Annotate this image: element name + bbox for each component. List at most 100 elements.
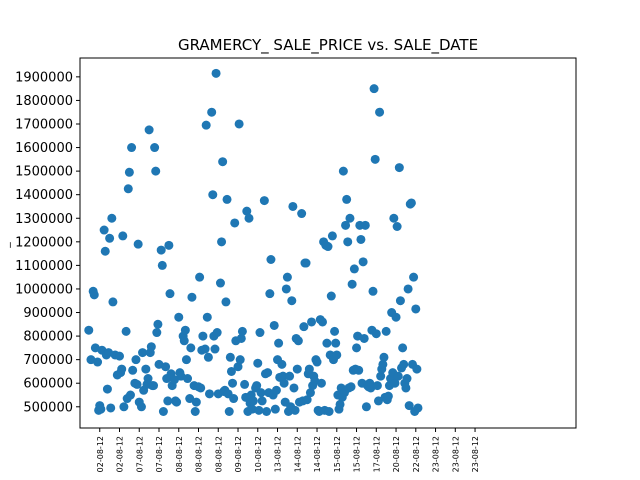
- y-axis-label: _: [0, 242, 11, 249]
- data-point: [195, 272, 205, 282]
- data-point: [302, 395, 312, 405]
- data-point: [349, 264, 359, 274]
- data-point: [187, 292, 197, 302]
- x-tick-label: 07-08-12: [135, 436, 144, 472]
- data-point: [402, 374, 412, 384]
- data-point: [404, 401, 414, 411]
- y-tick-label: 500000: [23, 400, 73, 415]
- x-tick-label: 15-08-12: [333, 436, 342, 472]
- data-point: [218, 157, 228, 167]
- data-point: [254, 405, 264, 415]
- data-point: [373, 396, 383, 406]
- data-point: [265, 289, 275, 299]
- data-point: [347, 279, 357, 289]
- data-point: [157, 260, 167, 270]
- data-point: [105, 233, 115, 243]
- data-point: [409, 272, 419, 282]
- data-point: [191, 397, 201, 407]
- y-tick-label: 1900000: [15, 70, 73, 85]
- data-point: [307, 317, 317, 327]
- data-point: [158, 407, 168, 416]
- x-tick-label: 15-08-12: [353, 436, 362, 472]
- data-point: [108, 297, 118, 307]
- data-point: [338, 166, 348, 176]
- x-tick-label: 13-08-12: [274, 436, 283, 472]
- data-point: [282, 272, 292, 282]
- data-point: [144, 125, 154, 135]
- y-tick-label: 1200000: [15, 235, 73, 250]
- data-point: [211, 68, 221, 78]
- data-point: [263, 368, 273, 378]
- data-point: [335, 399, 345, 409]
- data-point: [233, 362, 243, 372]
- data-point: [262, 407, 272, 416]
- data-point: [256, 388, 266, 398]
- data-point: [327, 231, 337, 241]
- data-point: [403, 284, 413, 294]
- data-point: [235, 355, 245, 365]
- data-point: [228, 378, 238, 388]
- data-point: [287, 296, 297, 306]
- data-point: [312, 357, 322, 367]
- data-point: [132, 379, 142, 389]
- data-point: [322, 338, 332, 348]
- data-point: [204, 389, 214, 399]
- data-point: [201, 120, 211, 130]
- data-point: [323, 242, 333, 252]
- data-point: [156, 245, 166, 255]
- data-point: [379, 352, 389, 362]
- x-tick-label: 02-08-12: [96, 436, 105, 472]
- y-tick-label: 1300000: [15, 212, 73, 227]
- data-point: [330, 326, 340, 336]
- data-point: [225, 352, 235, 362]
- data-point: [125, 390, 135, 400]
- data-point: [278, 371, 288, 381]
- data-point: [196, 383, 206, 393]
- x-tick-label: 09-08-12: [234, 436, 243, 472]
- x-tick-label: 23-08-12: [432, 436, 441, 472]
- data-point: [117, 364, 127, 374]
- data-point: [297, 209, 307, 219]
- data-point: [118, 231, 128, 241]
- x-tick-label: 02-08-12: [116, 436, 125, 472]
- y-tick-label: 900000: [23, 306, 73, 321]
- x-tick-label: 07-08-12: [155, 436, 164, 472]
- data-point: [332, 350, 342, 360]
- data-point: [279, 378, 289, 388]
- data-point: [185, 394, 195, 404]
- data-point: [266, 255, 276, 264]
- plot-area-frame: [79, 57, 577, 429]
- data-point: [248, 396, 258, 406]
- data-point: [345, 213, 355, 223]
- data-point: [393, 371, 403, 381]
- data-point: [378, 359, 388, 369]
- data-point: [299, 322, 309, 332]
- data-point: [346, 382, 356, 392]
- data-point: [383, 391, 393, 401]
- data-point: [183, 374, 193, 384]
- data-point: [150, 143, 160, 153]
- data-point: [342, 194, 352, 204]
- data-point: [326, 291, 336, 301]
- x-tick-label: 17-08-12: [372, 436, 381, 472]
- y-tick-label: 1700000: [15, 117, 73, 132]
- data-point: [257, 396, 267, 406]
- data-point: [149, 381, 159, 391]
- data-point: [361, 402, 371, 412]
- data-point: [304, 364, 314, 374]
- data-point: [174, 312, 184, 322]
- x-tick-label: 08-08-12: [214, 436, 223, 472]
- data-point: [399, 359, 409, 369]
- x-tick-label: 10-08-12: [254, 436, 263, 472]
- data-point: [234, 119, 244, 129]
- data-point: [141, 364, 151, 374]
- data-point: [202, 312, 212, 322]
- data-point: [369, 84, 379, 94]
- data-point: [212, 328, 222, 338]
- data-point: [398, 343, 408, 353]
- data-point: [390, 378, 400, 388]
- data-point: [131, 355, 141, 365]
- data-point: [207, 107, 217, 117]
- y-tick-label: 1600000: [15, 141, 73, 156]
